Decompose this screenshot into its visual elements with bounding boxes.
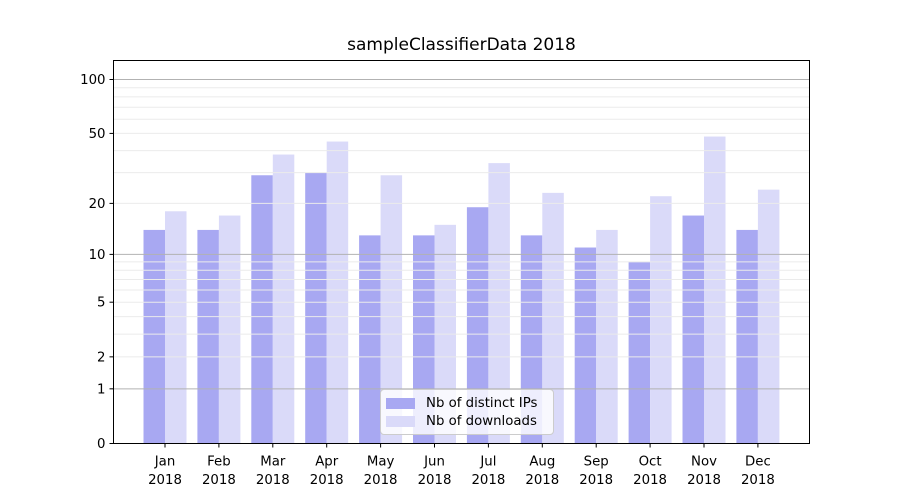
xtick-label-month-may: May bbox=[367, 455, 395, 470]
xtick-label-year-dec: 2018 bbox=[741, 473, 775, 488]
legend-label-downloads: Nb of downloads bbox=[426, 413, 537, 429]
ytick-label-50: 50 bbox=[89, 127, 106, 142]
ytick-label-5: 5 bbox=[97, 296, 105, 311]
legend-item-distinct-ips: Nb of distinct IPs bbox=[386, 394, 546, 412]
ytick-label-2: 2 bbox=[97, 350, 105, 365]
bar-downloads-jul bbox=[488, 163, 510, 444]
xtick-label-year-nov: 2018 bbox=[687, 473, 721, 488]
bar-downloads-sep bbox=[596, 229, 618, 444]
bar-downloads-apr bbox=[326, 141, 349, 444]
xtick-label-year-may: 2018 bbox=[364, 473, 398, 488]
chart-title: sampleClassifierData 2018 bbox=[347, 35, 576, 55]
legend-swatch-downloads bbox=[386, 415, 415, 427]
xtick-label-month-dec: Dec bbox=[745, 455, 771, 470]
ytick-label-10: 10 bbox=[89, 248, 106, 263]
bar-distinct-ips-jan bbox=[143, 229, 165, 444]
bar-downloads-aug bbox=[542, 192, 564, 444]
bar-distinct-ips-sep bbox=[574, 247, 597, 444]
ytick-label-1: 1 bbox=[97, 382, 105, 397]
xtick-label-year-oct: 2018 bbox=[633, 473, 667, 488]
bar-distinct-ips-nov bbox=[682, 215, 704, 444]
legend-swatch-distinct-ips bbox=[386, 397, 415, 409]
xtick-label-month-nov: Nov bbox=[691, 455, 717, 470]
xtick-label-month-oct: Oct bbox=[639, 455, 662, 470]
xtick-label-month-jul: Jul bbox=[479, 455, 496, 470]
bar-downloads-feb bbox=[218, 215, 241, 444]
bar-distinct-ips-jul bbox=[466, 207, 489, 444]
legend-label-distinct-ips: Nb of distinct IPs bbox=[426, 395, 538, 411]
bar-downloads-may bbox=[380, 175, 403, 444]
bar-distinct-ips-feb bbox=[197, 229, 219, 444]
xtick-label-year-aug: 2018 bbox=[525, 473, 559, 488]
xtick-label-year-jun: 2018 bbox=[418, 473, 452, 488]
xtick-label-year-jan: 2018 bbox=[148, 473, 182, 488]
ytick-label-100: 100 bbox=[80, 73, 105, 88]
legend: Nb of distinct IPs Nb of downloads bbox=[380, 389, 554, 435]
bar-downloads-oct bbox=[650, 196, 672, 444]
xtick-label-year-mar: 2018 bbox=[256, 473, 290, 488]
bar-distinct-ips-dec bbox=[736, 229, 758, 444]
xtick-label-year-apr: 2018 bbox=[310, 473, 344, 488]
ytick-label-0: 0 bbox=[97, 437, 105, 452]
xtick-label-month-mar: Mar bbox=[260, 455, 286, 470]
bar-distinct-ips-mar bbox=[251, 175, 273, 444]
ytick-label-20: 20 bbox=[89, 197, 106, 212]
xtick-label-month-aug: Aug bbox=[529, 455, 555, 470]
legend-item-downloads: Nb of downloads bbox=[386, 412, 546, 430]
bar-distinct-ips-may bbox=[359, 235, 381, 444]
xtick-label-year-sep: 2018 bbox=[579, 473, 613, 488]
xtick-label-month-apr: Apr bbox=[315, 455, 339, 470]
xtick-label-month-jan: Jan bbox=[154, 455, 176, 470]
bar-downloads-jan bbox=[165, 211, 187, 444]
bar-downloads-mar bbox=[272, 154, 295, 444]
xtick-label-month-feb: Feb bbox=[207, 455, 231, 470]
plot-frame bbox=[113, 60, 810, 444]
xtick-label-month-jun: Jun bbox=[423, 455, 445, 470]
xtick-label-year-feb: 2018 bbox=[202, 473, 236, 488]
xtick-label-month-sep: Sep bbox=[584, 455, 609, 470]
bar-distinct-ips-oct bbox=[628, 261, 651, 444]
bar-distinct-ips-apr bbox=[305, 172, 327, 444]
xtick-label-year-jul: 2018 bbox=[471, 473, 505, 488]
